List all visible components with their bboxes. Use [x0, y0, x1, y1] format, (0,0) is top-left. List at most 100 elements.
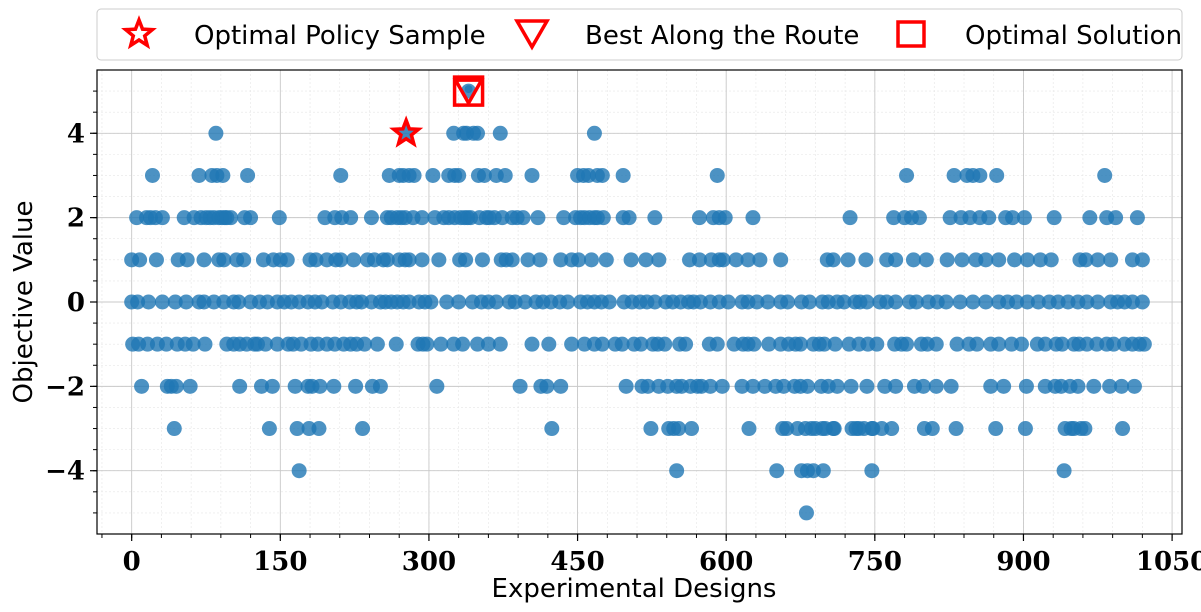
x-tick-label: 750 [848, 547, 902, 577]
data-point [291, 463, 307, 479]
data-point [671, 421, 687, 437]
data-point [981, 210, 997, 226]
data-point [264, 378, 280, 394]
data-point [556, 210, 572, 226]
data-point [1078, 252, 1094, 268]
data-point [429, 378, 445, 394]
legend-entry-optimal-policy-sample: Optimal Policy Sample [121, 15, 486, 51]
data-point [888, 378, 904, 394]
data-point [232, 378, 248, 394]
data-point [348, 378, 364, 394]
data-point [776, 378, 792, 394]
data-point [702, 378, 718, 394]
data-point [480, 336, 496, 352]
data-point [946, 167, 962, 183]
data-point [130, 294, 146, 310]
legend: Optimal Policy Sample Best Along the Rou… [96, 8, 1183, 61]
data-point [1086, 378, 1102, 394]
data-point [1134, 252, 1150, 268]
data-point [1090, 252, 1106, 268]
data-point [1129, 210, 1145, 226]
data-point [618, 378, 634, 394]
data-point [179, 252, 195, 268]
data-point [798, 505, 814, 521]
data-point [884, 421, 900, 437]
data-point [643, 421, 659, 437]
data-point [595, 210, 611, 226]
y-axis-title: Objective Value [9, 201, 39, 404]
x-tick-labels: 0 150 300 450 600 750 900 1050 [123, 547, 1201, 577]
highlight-markers [389, 75, 485, 148]
data-point [539, 378, 555, 394]
data-point [928, 378, 944, 394]
best-along-route-marker [452, 78, 485, 107]
data-point [451, 294, 467, 310]
data-point [167, 294, 183, 310]
data-point [240, 167, 256, 183]
data-point [289, 421, 305, 437]
data-point [760, 294, 776, 310]
data-point [978, 294, 994, 310]
data-point [991, 336, 1007, 352]
data-point [638, 252, 654, 268]
data-point [515, 210, 531, 226]
data-point [182, 378, 198, 394]
data-point [746, 336, 762, 352]
data-point [858, 252, 874, 268]
legend-entry-optimal-solution: Optimal Solution [896, 20, 1182, 51]
data-point [1134, 294, 1150, 310]
data-point [333, 252, 349, 268]
data-point [989, 167, 1005, 183]
data-point [269, 336, 285, 352]
data-point [1032, 252, 1048, 268]
data-point [357, 336, 373, 352]
x-tick-label: 150 [253, 547, 307, 577]
data-point [414, 252, 430, 268]
y-tick-label: 2 [67, 204, 85, 234]
data-point [583, 252, 599, 268]
data-point [1070, 378, 1086, 394]
data-point [836, 294, 852, 310]
data-point [1046, 210, 1062, 226]
data-point [178, 294, 194, 310]
data-point [779, 421, 795, 437]
data-point [401, 252, 417, 268]
data-point [433, 336, 449, 352]
data-point [271, 210, 287, 226]
data-point [1126, 378, 1142, 394]
data-point [1037, 336, 1053, 352]
x-axis-title: Experimental Designs [492, 574, 777, 604]
data-point [633, 336, 649, 352]
data-point [439, 294, 455, 310]
square-icon [896, 20, 926, 48]
data-point [1056, 463, 1072, 479]
data-point [996, 378, 1012, 394]
data-point [419, 336, 435, 352]
data-point [840, 252, 856, 268]
data-point [141, 294, 157, 310]
data-point [369, 336, 385, 352]
legend-label-optimal-solution: Optimal Solution [965, 21, 1182, 51]
data-point [231, 294, 247, 310]
data-point [1090, 294, 1106, 310]
data-point [949, 336, 965, 352]
data-point [594, 167, 610, 183]
data-point [560, 294, 576, 310]
data-point [877, 378, 893, 394]
data-point [842, 210, 858, 226]
data-point [720, 294, 736, 310]
data-point [888, 294, 904, 310]
data-point [647, 210, 663, 226]
data-point [709, 167, 725, 183]
data-point [553, 378, 569, 394]
data-point [905, 252, 921, 268]
data-point [769, 463, 785, 479]
data-point [388, 336, 404, 352]
data-point [799, 378, 815, 394]
data-point [741, 421, 757, 437]
data-point [952, 294, 968, 310]
data-point [469, 336, 485, 352]
data-point [1077, 421, 1093, 437]
data-point [1030, 294, 1046, 310]
data-point [757, 378, 773, 394]
